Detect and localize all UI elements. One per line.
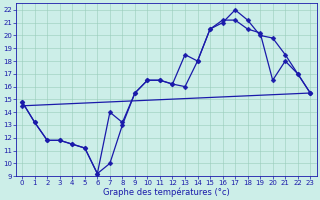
X-axis label: Graphe des températures (°c): Graphe des températures (°c) bbox=[103, 187, 230, 197]
